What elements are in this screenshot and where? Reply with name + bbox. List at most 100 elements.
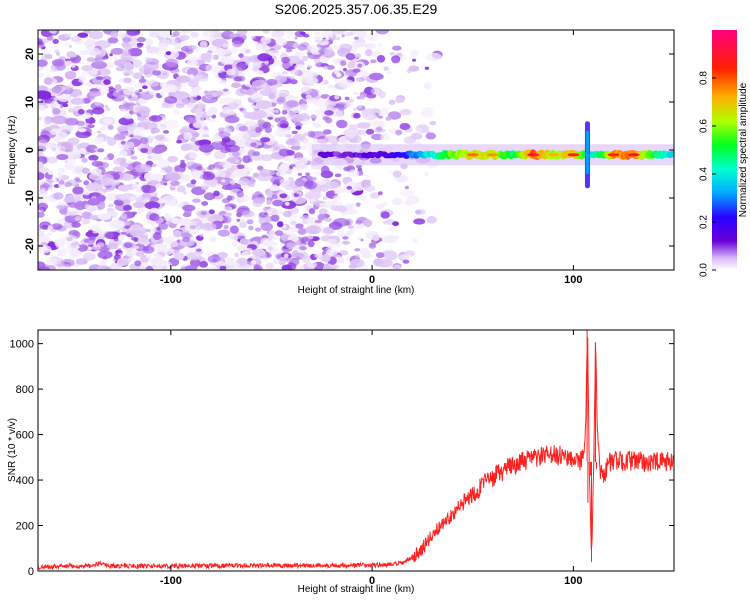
noise-blob xyxy=(207,214,224,223)
noise-blob xyxy=(203,192,216,201)
noise-blob xyxy=(123,242,133,248)
noise-blob xyxy=(393,235,400,240)
noise-blob xyxy=(138,89,143,93)
noise-blob xyxy=(281,71,288,75)
noise-blob xyxy=(380,133,390,141)
noise-blob xyxy=(324,181,340,190)
noise-blob xyxy=(151,163,157,167)
noise-blob xyxy=(383,66,390,71)
noise-blob xyxy=(387,111,402,120)
noise-blob xyxy=(81,211,93,220)
noise-blob xyxy=(285,134,293,138)
noise-blob xyxy=(64,159,69,164)
noise-blob xyxy=(310,114,317,120)
noise-blob xyxy=(38,161,44,170)
noise-blob xyxy=(211,167,221,176)
noise-blob xyxy=(157,199,166,204)
noise-blob xyxy=(326,249,338,256)
noise-blob xyxy=(364,43,372,49)
noise-blob xyxy=(134,30,141,35)
y-tick-label: -20 xyxy=(24,238,36,254)
noise-blob xyxy=(385,116,392,121)
noise-blob xyxy=(38,90,52,99)
noise-blob xyxy=(345,53,356,61)
noise-blob xyxy=(117,234,125,241)
noise-blob xyxy=(187,117,197,124)
noise-blob xyxy=(326,104,334,110)
noise-blob xyxy=(216,91,224,96)
noise-blob xyxy=(303,132,309,137)
noise-blob xyxy=(307,235,314,240)
noise-blob xyxy=(118,184,131,192)
noise-blob xyxy=(393,264,402,269)
noise-blob xyxy=(363,112,378,121)
noise-blob xyxy=(130,59,142,68)
noise-blob xyxy=(57,94,71,102)
y-tick-label: 1000 xyxy=(10,339,34,351)
noise-blob xyxy=(323,129,332,135)
noise-blob xyxy=(230,47,239,54)
noise-blob xyxy=(342,236,349,240)
noise-blob xyxy=(279,178,291,186)
noise-blob xyxy=(120,231,127,235)
noise-blob xyxy=(308,208,316,215)
noise-blob xyxy=(301,119,311,125)
noise-blob xyxy=(81,157,88,163)
noise-blob xyxy=(187,67,198,77)
noise-blob xyxy=(164,96,178,104)
noise-blob xyxy=(314,219,322,224)
noise-blob xyxy=(134,130,141,136)
noise-blob xyxy=(354,222,365,229)
noise-blob xyxy=(281,109,288,115)
noise-blob xyxy=(214,150,226,160)
noise-blob xyxy=(196,248,202,252)
noise-blob xyxy=(52,178,58,182)
noise-blob xyxy=(71,222,81,228)
noise-blob xyxy=(238,177,250,186)
noise-blob xyxy=(321,254,331,263)
noise-blob xyxy=(231,82,242,89)
noise-blob xyxy=(194,107,203,115)
noise-blob xyxy=(332,59,339,64)
noise-blob xyxy=(271,30,284,38)
noise-blob xyxy=(85,47,101,56)
noise-blob xyxy=(142,85,148,89)
noise-blob xyxy=(268,230,276,237)
noise-blob xyxy=(332,199,337,203)
noise-blob xyxy=(340,60,347,67)
noise-blob xyxy=(136,36,146,43)
noise-blob xyxy=(88,172,104,181)
noise-blob xyxy=(78,78,86,83)
noise-blob xyxy=(239,221,247,229)
noise-blob xyxy=(299,246,307,251)
noise-blob xyxy=(319,55,326,62)
noise-blob xyxy=(123,142,135,151)
noise-blob xyxy=(294,30,306,38)
noise-blob xyxy=(198,233,204,237)
noise-blob xyxy=(223,88,229,92)
noise-blob xyxy=(200,222,217,231)
figure-title: S206.2025.357.06.35.E29 xyxy=(275,1,438,17)
noise-blob xyxy=(165,58,179,67)
noise-blob xyxy=(156,30,174,38)
noise-blob xyxy=(368,72,384,81)
noise-blob xyxy=(342,72,350,77)
noise-blob xyxy=(181,125,191,133)
noise-blob xyxy=(305,94,312,100)
noise-blob xyxy=(202,30,215,38)
noise-blob xyxy=(208,165,215,171)
noise-blob xyxy=(56,204,65,210)
noise-blob xyxy=(175,103,185,109)
noise-blob xyxy=(158,221,169,230)
noise-blob xyxy=(180,81,188,88)
noise-blob xyxy=(174,44,181,51)
noise-blob xyxy=(238,125,249,132)
noise-blob xyxy=(65,151,81,160)
noise-blob xyxy=(305,225,322,235)
noise-blob xyxy=(325,117,333,124)
noise-blob xyxy=(87,198,100,206)
noise-blob xyxy=(157,42,169,52)
noise-blob xyxy=(376,55,386,63)
noise-blob xyxy=(150,127,161,134)
noise-blob xyxy=(355,202,361,207)
